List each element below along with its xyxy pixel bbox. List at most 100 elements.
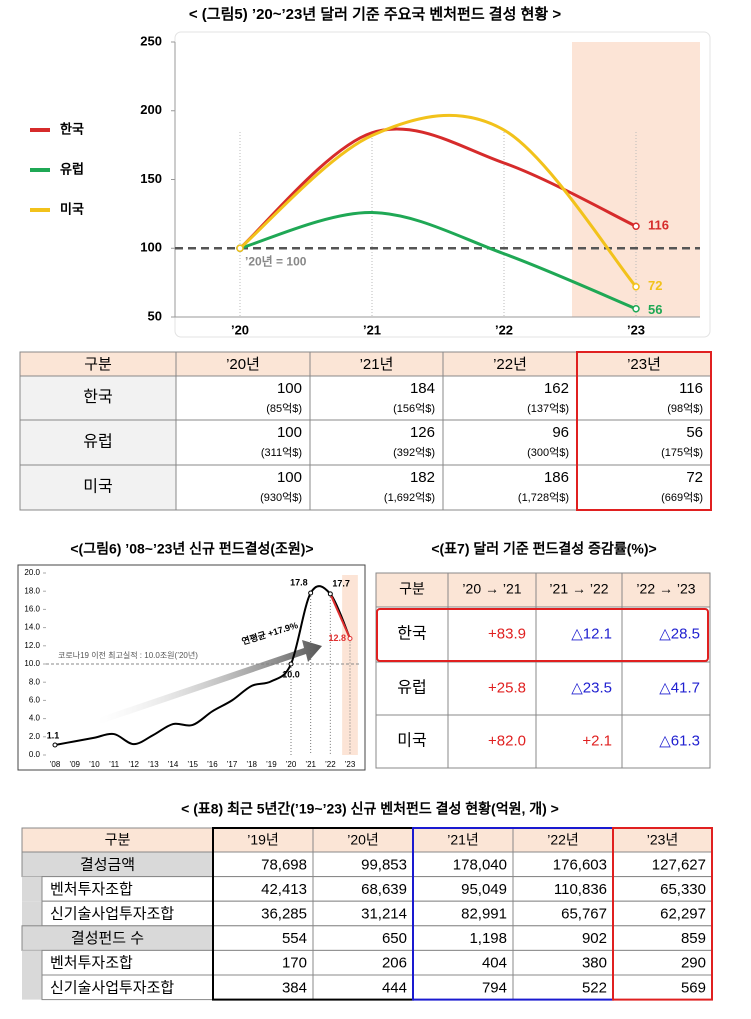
cell-value: 650 xyxy=(382,930,407,947)
cell-value: 96 xyxy=(552,424,569,441)
cell-value: 31,214 xyxy=(361,905,407,922)
reference-label: 코로나19 이전 최고실적 : 10.0조원(’20년) xyxy=(58,650,198,660)
cell-note: (1,692억$) xyxy=(384,491,435,504)
cell-value: 184 xyxy=(410,380,435,397)
cell-value: 404 xyxy=(482,955,507,972)
cell-value: 290 xyxy=(681,955,706,972)
cell-value: 65,330 xyxy=(660,881,706,898)
cell-value: 176,603 xyxy=(553,856,607,873)
cell-note: (156억$) xyxy=(393,402,435,415)
cell-value: 186 xyxy=(544,469,569,486)
indent-cell xyxy=(22,950,42,975)
series-line xyxy=(239,113,638,288)
cell xyxy=(621,714,711,769)
cell-note: (300억$) xyxy=(527,446,569,459)
row-label-cell xyxy=(21,851,214,878)
header-text: 구분 xyxy=(399,581,425,597)
header-text: ’22 → ’23 xyxy=(636,581,695,597)
cell xyxy=(312,851,414,878)
y-tick-label: 10.0 xyxy=(24,659,40,668)
cell xyxy=(312,925,414,951)
cell-value: 902 xyxy=(582,930,607,947)
cell-note: (98억$) xyxy=(667,402,703,415)
header-text: 구분 xyxy=(84,356,112,373)
cell-value: 182 xyxy=(410,469,435,486)
cell xyxy=(412,925,514,951)
cell-value: △28.5 xyxy=(659,625,700,642)
y-tick-label: 50 xyxy=(148,308,162,323)
header-text: ’21년 xyxy=(360,356,394,373)
x-tick-label: ’11 xyxy=(109,760,120,769)
data-label: 12.8 xyxy=(328,633,346,643)
row-label-cell xyxy=(375,714,449,769)
cell xyxy=(512,876,614,902)
header-text: ’20년 xyxy=(347,832,379,848)
cell-note: (311억$) xyxy=(261,446,302,459)
cell-value: 110,836 xyxy=(554,881,607,898)
data-label: 72 xyxy=(648,278,662,293)
series-line xyxy=(239,127,637,250)
cell xyxy=(442,419,578,466)
highlight-band xyxy=(572,42,700,317)
cell-value: △23.5 xyxy=(571,679,612,696)
y-tick-label: 200 xyxy=(140,102,162,117)
header-text: ’20년 xyxy=(226,356,260,373)
trend-arrow xyxy=(98,640,322,724)
header-text: ’21 → ’22 xyxy=(549,581,608,597)
y-tick-label: 12.0 xyxy=(24,641,40,650)
x-tick-label: ’20 xyxy=(286,760,297,769)
cell-note: (392억$) xyxy=(393,446,435,459)
row-label-cell xyxy=(375,661,449,716)
header-cell xyxy=(576,351,712,377)
x-tick-label: ’10 xyxy=(89,760,100,769)
cell-value: +83.9 xyxy=(488,625,526,642)
cell-value: +82.0 xyxy=(488,732,526,749)
cell xyxy=(412,876,514,902)
cell-value: 100 xyxy=(277,424,302,441)
highlight-border xyxy=(612,827,713,1001)
cell-value: 127,627 xyxy=(652,856,706,873)
header-text: ’23년 xyxy=(647,832,679,848)
indent-cell xyxy=(22,876,42,902)
row-label: 결성펀드 수 xyxy=(71,930,144,947)
x-tick-label: ’08 xyxy=(50,760,61,769)
series-line xyxy=(54,585,351,746)
cell-note: (175억$) xyxy=(661,446,703,459)
data-label: 1.1 xyxy=(47,730,60,740)
cell-value: 68,639 xyxy=(361,881,407,898)
cell-value: 859 xyxy=(681,930,706,947)
cell-value: 62,297 xyxy=(660,905,706,922)
cell-value: 65,767 xyxy=(561,905,607,922)
cell-value: △41.7 xyxy=(659,679,700,696)
row-label: 유럽 xyxy=(83,433,112,451)
header-text: ’22년 xyxy=(547,832,579,848)
y-tick-label: 20.0 xyxy=(24,568,40,577)
x-tick-label: ’22 xyxy=(495,322,513,337)
y-tick-label: 100 xyxy=(140,240,162,255)
cell-value: 42,413 xyxy=(261,881,307,898)
cell-value: 56 xyxy=(686,424,703,441)
cell-value: 116 xyxy=(679,380,703,397)
data-label: 17.7 xyxy=(332,578,350,588)
cell xyxy=(309,464,444,511)
row-label: 결성금액 xyxy=(80,856,135,873)
point xyxy=(632,283,640,291)
data-label: 10.0 xyxy=(282,669,300,679)
point xyxy=(288,661,294,667)
header-cell xyxy=(442,351,578,377)
cell-value: 384 xyxy=(282,979,307,996)
row-label: 유럽 xyxy=(397,679,426,697)
cell xyxy=(612,925,713,951)
cell-value: △61.3 xyxy=(659,732,700,749)
indent-cell xyxy=(22,901,42,926)
cell-value: +2.1 xyxy=(582,732,612,749)
x-tick-label: ’09 xyxy=(69,760,80,769)
y-tick-label: 16.0 xyxy=(24,605,40,614)
x-tick-label: ’14 xyxy=(168,760,179,769)
cell xyxy=(535,714,623,769)
row-label: 신기술사업투자조합 xyxy=(50,905,174,922)
y-tick-label: 0.0 xyxy=(29,750,41,759)
cell xyxy=(175,419,311,466)
cell xyxy=(535,661,623,716)
legend-label: 미국 xyxy=(60,201,84,216)
